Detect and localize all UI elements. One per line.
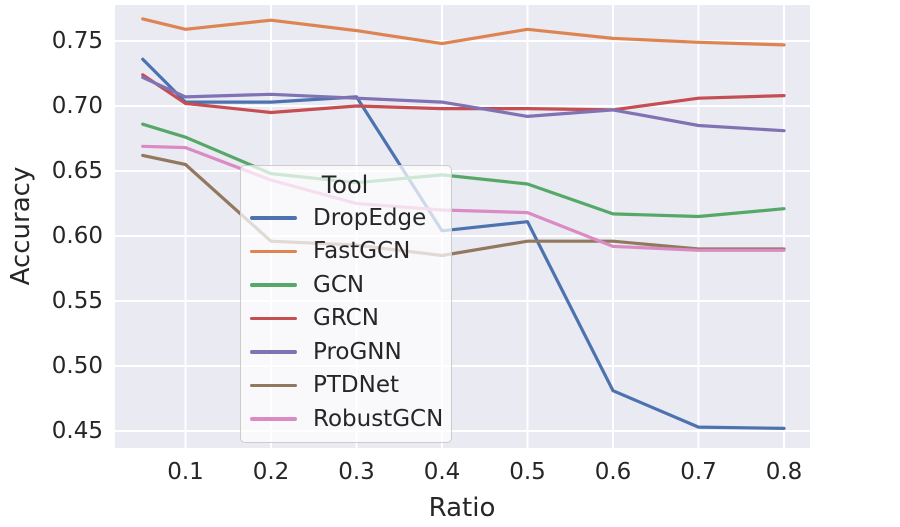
y-tick-label-0.75: 0.75: [51, 28, 103, 54]
x-tick-label-0.6: 0.6: [594, 459, 632, 485]
y-tick-label-0.45: 0.45: [51, 418, 103, 444]
y-axis-label: Accuracy: [6, 166, 36, 286]
y-tick-label-0.60: 0.60: [51, 223, 103, 249]
legend-box: Tool DropEdge FastGCN GCN GRCN ProGNN PTDNet R…: [240, 165, 452, 443]
legend-swatch-RobustGCN: [250, 417, 297, 421]
legend-swatch-ProGNN: [250, 350, 297, 354]
x-tick-label-0.4: 0.4: [423, 459, 461, 485]
legend-label-GRCN: GRCN: [313, 305, 379, 332]
y-tick-label-0.65: 0.65: [51, 158, 103, 184]
legend-item-FastGCN: FastGCN: [250, 235, 440, 269]
legend-item-GRCN: GRCN: [250, 302, 440, 336]
legend-item-ProGNN: ProGNN: [250, 335, 440, 369]
y-axis-label-wrap: Accuracy: [6, 126, 36, 326]
legend-label-FastGCN: FastGCN: [313, 238, 411, 265]
legend-title: Tool: [321, 171, 369, 199]
legend-label-ProGNN: ProGNN: [313, 338, 402, 365]
legend-item-GCN: GCN: [250, 268, 440, 302]
series-line-DropEdge: [141, 57, 786, 430]
legend-item-RobustGCN: RobustGCN: [250, 402, 444, 436]
y-tick-label-0.70: 0.70: [51, 93, 103, 119]
series-line-ProGNN: [141, 75, 786, 133]
series-line-RobustGCN: [141, 144, 786, 252]
y-tick-label-0.55: 0.55: [51, 288, 103, 314]
legend-item-PTDNet: PTDNet: [250, 369, 440, 403]
x-tick-label-0.3: 0.3: [338, 459, 375, 485]
x-tick-label-0.1: 0.1: [167, 459, 204, 485]
legend-label-PTDNet: PTDNet: [313, 372, 400, 399]
chart-canvas: [115, 5, 810, 448]
series-line-GRCN: [141, 73, 786, 115]
legend-swatch-GRCN: [250, 316, 297, 320]
legend-swatch-FastGCN: [250, 249, 297, 253]
series-line-FastGCN: [141, 17, 786, 47]
legend-label-DropEdge: DropEdge: [313, 204, 427, 231]
legend-swatch-DropEdge: [250, 216, 297, 220]
y-tick-label-0.50: 0.50: [51, 353, 103, 379]
x-tick-label-0.8: 0.8: [765, 459, 803, 485]
x-axis-label: Ratio: [428, 493, 496, 523]
legend-swatch-GCN: [250, 283, 297, 287]
plot-area: Tool DropEdge FastGCN GCN GRCN ProGNN PTDNet R…: [115, 5, 810, 448]
x-tick-label-0.2: 0.2: [252, 459, 290, 485]
x-tick-label-0.5: 0.5: [509, 459, 546, 485]
x-tick-label-0.7: 0.7: [680, 459, 717, 485]
legend-label-GCN: GCN: [313, 271, 365, 298]
legend-label-RobustGCN: RobustGCN: [313, 405, 444, 432]
legend-item-DropEdge: DropEdge: [250, 201, 440, 235]
legend-swatch-PTDNet: [250, 383, 297, 387]
